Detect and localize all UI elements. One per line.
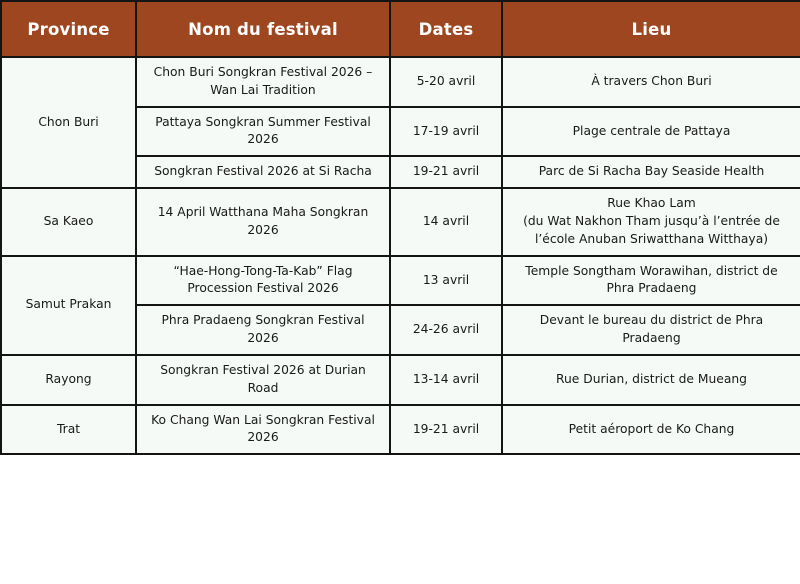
place-cell: Rue Durian, district de Mueang xyxy=(501,353,800,406)
festival-name-cell: 14 April Watthana Maha Songkran 2026 xyxy=(135,187,391,257)
table-body: Chon Buri Chon Buri Songkran Festival 202… xyxy=(0,55,800,456)
table-row: Samut Prakan “Hae-Hong-Tong-Ta-Kab” Flag … xyxy=(0,254,800,356)
festival-name-cell: Pattaya Songkran Summer Festival 2026 xyxy=(135,105,391,158)
table-header-row: Province Nom du festival Dates Lieu xyxy=(0,0,800,58)
column-header-province: Province xyxy=(0,0,137,58)
dates-cell: 19-21 avril xyxy=(389,155,503,190)
place-cell: Devant le bureau du district de Phra Pra… xyxy=(501,304,800,356)
dates-cell: 5-20 avril xyxy=(389,56,503,108)
table-row: Chon Buri Chon Buri Songkran Festival 202… xyxy=(0,55,800,190)
festival-name-cell: Songkran Festival 2026 at Si Racha xyxy=(135,155,391,190)
province-cell: Chon Buri xyxy=(0,55,137,190)
dates-cell: 17-19 avril xyxy=(389,105,503,158)
festival-name-cell: Ko Chang Wan Lai Songkran Festival 2026 xyxy=(135,403,391,456)
festival-name-cell: Phra Pradaeng Songkran Festival 2026 xyxy=(135,304,391,356)
province-cell: Sa Kaeo xyxy=(0,187,137,257)
place-cell: Plage centrale de Pattaya xyxy=(501,105,800,158)
column-header-festival-name: Nom du festival xyxy=(135,0,391,58)
province-cell: Rayong xyxy=(0,353,137,406)
table-row: Rayong Songkran Festival 2026 at Durian R… xyxy=(0,353,800,406)
place-cell: Petit aéroport de Ko Chang xyxy=(501,403,800,456)
table-row: Sa Kaeo 14 April Watthana Maha Songkran 2… xyxy=(0,187,800,257)
dates-cell: 13-14 avril xyxy=(389,353,503,406)
province-cell: Trat xyxy=(0,403,137,456)
cell-text-line: Rue Khao Lam xyxy=(607,196,696,211)
dates-cell: 24-26 avril xyxy=(389,304,503,356)
table-header: Province Nom du festival Dates Lieu xyxy=(0,0,800,58)
table-row: Songkran Festival 2026 at Si Racha 19-21 … xyxy=(1,155,800,190)
festival-name-cell: Chon Buri Songkran Festival 2026 – Wan L… xyxy=(135,56,391,108)
songkran-festival-table: Province Nom du festival Dates Lieu Chon… xyxy=(0,0,800,456)
column-header-dates: Dates xyxy=(389,0,503,58)
place-cell: Parc de Si Racha Bay Seaside Health xyxy=(501,155,800,190)
table-row: Trat Ko Chang Wan Lai Songkran Festival 2… xyxy=(0,403,800,456)
cell-text-line: (du Wat Nakhon Tham jusqu’à l’entrée de … xyxy=(523,213,780,246)
dates-cell: 13 avril xyxy=(389,254,503,307)
place-cell: Temple Songtham Worawihan, district de P… xyxy=(501,254,800,307)
place-cell: À travers Chon Buri xyxy=(501,56,800,108)
dates-cell: 14 avril xyxy=(389,187,503,257)
province-cell: Samut Prakan xyxy=(0,254,137,356)
place-cell: Rue Khao Lam (du Wat Nakhon Tham jusqu’à … xyxy=(501,187,800,257)
table-row: Pattaya Songkran Summer Festival 2026 17-… xyxy=(1,105,800,158)
dates-cell: 19-21 avril xyxy=(389,403,503,456)
table-row: Phra Pradaeng Songkran Festival 2026 24-2… xyxy=(1,304,800,356)
festival-name-cell: “Hae-Hong-Tong-Ta-Kab” Flag Procession F… xyxy=(135,254,391,307)
festival-name-cell: Songkran Festival 2026 at Durian Road xyxy=(135,353,391,406)
column-header-place: Lieu xyxy=(501,0,800,58)
